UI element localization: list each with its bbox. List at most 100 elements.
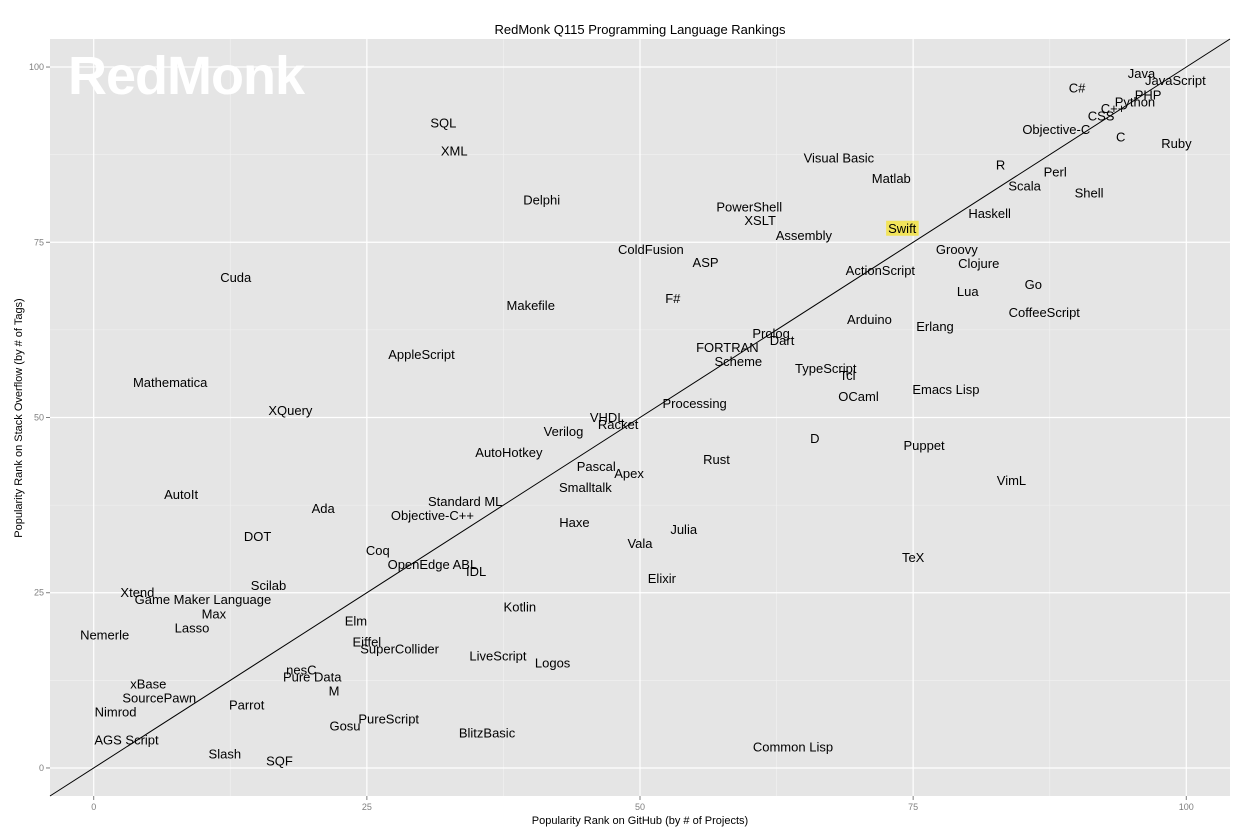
- y-tick-label: 75: [34, 237, 44, 247]
- point-label-ags-script: AGS Script: [94, 732, 159, 747]
- point-label-python: Python: [1115, 95, 1155, 110]
- point-label-supercollider: SuperCollider: [360, 641, 439, 656]
- point-label-visual-basic: Visual Basic: [804, 151, 875, 166]
- point-label-parrot: Parrot: [229, 697, 265, 712]
- point-label-prolog: Prolog: [752, 326, 790, 341]
- point-label-lasso: Lasso: [175, 620, 210, 635]
- point-label-cuda: Cuda: [220, 270, 252, 285]
- point-label-ocaml: OCaml: [838, 389, 879, 404]
- point-label-xml: XML: [441, 144, 468, 159]
- point-label-autoit: AutoIt: [164, 487, 198, 502]
- point-label-groovy: Groovy: [936, 242, 978, 257]
- y-axis-title: Popularity Rank on Stack Overflow (by # …: [13, 298, 25, 537]
- point-label-gosu: Gosu: [329, 718, 360, 733]
- y-tick-label: 50: [34, 413, 44, 423]
- point-label-mathematica: Mathematica: [133, 375, 208, 390]
- point-label-m: M: [329, 683, 340, 698]
- point-label-lua: Lua: [957, 284, 979, 299]
- point-label-common-lisp: Common Lisp: [753, 739, 833, 754]
- point-label-purescript: PureScript: [358, 711, 419, 726]
- y-tick-label: 0: [39, 763, 44, 773]
- point-label-slash: Slash: [209, 746, 242, 761]
- point-label-javascript: JavaScript: [1145, 73, 1206, 88]
- point-label-elixir: Elixir: [648, 571, 677, 586]
- point-label-shell: Shell: [1075, 186, 1104, 201]
- x-tick-label: 0: [91, 802, 96, 812]
- point-label-sourcepawn: SourcePawn: [122, 690, 196, 705]
- point-label-f: F#: [665, 291, 681, 306]
- point-label-objective-c: Objective-C: [1022, 122, 1090, 137]
- point-label-swift: Swift: [888, 221, 917, 236]
- point-label-r: R: [996, 158, 1005, 173]
- point-label-matlab: Matlab: [872, 171, 911, 186]
- point-label-pure-data: Pure Data: [283, 669, 342, 684]
- point-label-go: Go: [1025, 277, 1042, 292]
- point-label-game-maker-language: Game Maker Language: [135, 592, 272, 607]
- point-label-standard-ml: Standard ML: [428, 494, 502, 509]
- point-label-coffeescript: CoffeeScript: [1009, 305, 1081, 320]
- x-tick-label: 50: [635, 802, 645, 812]
- point-label-nimrod: Nimrod: [95, 704, 137, 719]
- point-label-scheme: Scheme: [714, 354, 762, 369]
- point-label-xtend: Xtend: [120, 585, 154, 600]
- point-label-openedge-abl: OpenEdge ABL: [388, 557, 478, 572]
- point-label-typescript: TypeScript: [795, 361, 857, 376]
- point-label-haskell: Haskell: [968, 206, 1011, 221]
- point-label-scala: Scala: [1008, 179, 1041, 194]
- point-label-sqf: SQF: [266, 753, 293, 768]
- point-label-java: Java: [1128, 66, 1156, 81]
- point-label-clojure: Clojure: [958, 256, 999, 271]
- point-label-applescript: AppleScript: [388, 347, 455, 362]
- point-label-c: C: [1116, 130, 1125, 145]
- point-label-processing: Processing: [662, 396, 726, 411]
- highlight-swatch: [886, 220, 919, 236]
- x-tick-label: 75: [908, 802, 918, 812]
- point-label-scilab: Scilab: [251, 578, 286, 593]
- point-label-fortran: FORTRAN: [696, 340, 759, 355]
- point-label-elm: Elm: [345, 613, 367, 628]
- axis-ticks: 0 25 50 75 100 0 25 50 75 100: [29, 62, 1194, 812]
- point-label-vhdl: VHDL: [590, 410, 625, 425]
- point-label-arduino: Arduino: [847, 312, 892, 327]
- point-label-puppet: Puppet: [903, 438, 945, 453]
- point-label-erlang: Erlang: [916, 319, 954, 334]
- point-label-actionscript: ActionScript: [846, 263, 916, 278]
- point-label-c: C#: [1069, 81, 1086, 96]
- point-label-idl: IDL: [466, 564, 486, 579]
- y-tick-label: 25: [34, 588, 44, 598]
- point-label-pascal: Pascal: [577, 459, 616, 474]
- point-label-vala: Vala: [627, 536, 653, 551]
- x-tick-label: 100: [1179, 802, 1194, 812]
- point-label-xbase: xBase: [130, 676, 166, 691]
- point-label-nesc: nesC: [286, 662, 316, 677]
- point-label-logos: Logos: [535, 655, 571, 670]
- point-label-apex: Apex: [614, 466, 644, 481]
- point-label-livescript: LiveScript: [469, 648, 526, 663]
- point-label-coq: Coq: [366, 543, 390, 558]
- point-label-coldfusion: ColdFusion: [618, 242, 684, 257]
- chart-title: RedMonk Q115 Programming Language Rankin…: [495, 22, 786, 37]
- point-label-tcl: Tcl: [840, 368, 856, 383]
- point-label-powershell: PowerShell: [716, 200, 782, 215]
- point-label-ruby: Ruby: [1161, 136, 1192, 151]
- point-label-ada: Ada: [312, 501, 336, 516]
- point-label-haxe: Haxe: [559, 515, 589, 530]
- x-tick-label: 25: [362, 802, 372, 812]
- point-label-nemerle: Nemerle: [80, 627, 129, 642]
- point-label-assembly: Assembly: [776, 228, 833, 243]
- point-label-php: PHP: [1135, 88, 1162, 103]
- point-label-tex: TeX: [902, 550, 925, 565]
- point-label-dart: Dart: [770, 333, 795, 348]
- point-label-eiffel: Eiffel: [353, 634, 382, 649]
- point-label-perl: Perl: [1044, 165, 1067, 180]
- point-label-d: D: [810, 431, 819, 446]
- point-label-rust: Rust: [703, 452, 730, 467]
- point-label-viml: VimL: [997, 473, 1026, 488]
- point-label-julia: Julia: [670, 522, 698, 537]
- redmonk-watermark: RedMonk: [68, 46, 306, 106]
- point-label-dot: DOT: [244, 529, 272, 544]
- point-label-max: Max: [202, 606, 227, 621]
- reference-diagonal-line: [49, 38, 1231, 797]
